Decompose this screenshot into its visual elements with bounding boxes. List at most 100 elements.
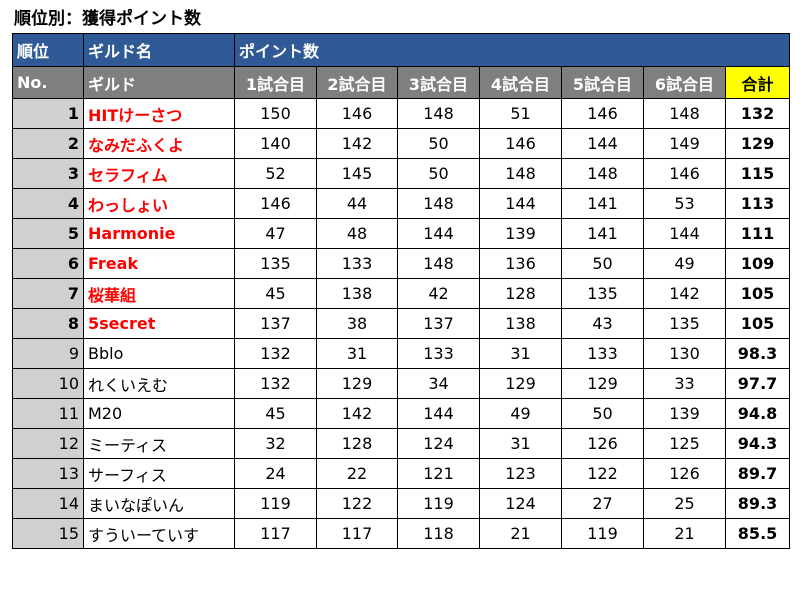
round-2-score-cell: 48: [316, 218, 398, 249]
round-5-score-cell: 119: [561, 518, 644, 549]
round-4-score-cell: 128: [479, 278, 562, 309]
round-1-score-cell: 132: [234, 338, 317, 369]
table-row: 12 ミーティス 32 128 124 31 126 125 94.3: [12, 428, 791, 459]
round-4-score-cell: 31: [479, 338, 562, 369]
round-6-score-cell: 142: [643, 278, 726, 309]
round-2-score-cell: 142: [316, 128, 398, 159]
total-cell: 129: [724, 128, 791, 159]
total-cell: 97.7: [724, 368, 791, 399]
rank-cell: 6: [12, 248, 84, 279]
round-6-score-cell: 149: [643, 128, 726, 159]
guild-name-cell: ミーティス: [83, 428, 235, 459]
round-3-header: 3試合目: [397, 66, 480, 99]
guild-name-cell: すういーていす: [83, 518, 235, 549]
round-6-score-cell: 25: [643, 488, 726, 519]
table-body: 1 HITけーさつ 150 146 148 51 146 148 132 2 なみだふくよ 140 14…: [12, 98, 791, 549]
total-cell: 105: [724, 278, 791, 309]
round-4-score-cell: 21: [479, 518, 562, 549]
round-3-score-cell: 50: [397, 158, 480, 189]
total-cell: 98.3: [724, 338, 791, 369]
round-1-score-cell: 52: [234, 158, 317, 189]
ranking-table: 順位 ギルド名 ポイント数 No. ギルド 1試合目 2試合目 3試合目 4試合…: [12, 33, 791, 549]
round-4-score-cell: 51: [479, 98, 562, 129]
round-3-score-cell: 148: [397, 188, 480, 219]
round-2-score-cell: 133: [316, 248, 398, 279]
round-6-score-cell: 148: [643, 98, 726, 129]
round-2-score-cell: 38: [316, 308, 398, 339]
round-5-score-cell: 135: [561, 278, 644, 309]
guild-name-cell: Harmonie: [83, 218, 235, 249]
table-row: 9 Bblo 132 31 133 31 133 130 98.3: [12, 338, 791, 369]
guild-name-cell: れくいえむ: [83, 368, 235, 399]
rank-cell: 3: [12, 158, 84, 189]
round-6-score-cell: 126: [643, 458, 726, 489]
round-5-score-cell: 27: [561, 488, 644, 519]
round-1-score-cell: 47: [234, 218, 317, 249]
total-cell: 111: [724, 218, 791, 249]
round-1-score-cell: 146: [234, 188, 317, 219]
round-6-score-cell: 139: [643, 398, 726, 429]
round-3-score-cell: 148: [397, 248, 480, 279]
total-cell: 115: [724, 158, 791, 189]
round-5-score-cell: 141: [561, 188, 644, 219]
header-row-2: No. ギルド 1試合目 2試合目 3試合目 4試合目 5試合目 6試合目 合計: [12, 66, 791, 99]
round-4-score-cell: 138: [479, 308, 562, 339]
round-3-score-cell: 118: [397, 518, 480, 549]
round-2-score-cell: 128: [316, 428, 398, 459]
round-6-score-cell: 49: [643, 248, 726, 279]
round-6-score-cell: 146: [643, 158, 726, 189]
round-5-score-cell: 50: [561, 398, 644, 429]
round-1-score-cell: 137: [234, 308, 317, 339]
table-row: 2 なみだふくよ 140 142 50 146 144 149 129: [12, 128, 791, 159]
table-row: 10 れくいえむ 132 129 34 129 129 33 97.7: [12, 368, 791, 399]
round-5-score-cell: 129: [561, 368, 644, 399]
round-2-score-cell: 129: [316, 368, 398, 399]
round-2-score-cell: 146: [316, 98, 398, 129]
total-header: 合計: [724, 66, 791, 99]
round-1-score-cell: 132: [234, 368, 317, 399]
round-4-score-cell: 139: [479, 218, 562, 249]
round-1-score-cell: 140: [234, 128, 317, 159]
table-row: 1 HITけーさつ 150 146 148 51 146 148 132: [12, 98, 791, 129]
round-3-score-cell: 50: [397, 128, 480, 159]
total-cell: 89.3: [724, 488, 791, 519]
table-row: 11 M20 45 142 144 49 50 139 94.8: [12, 398, 791, 429]
table-row: 7 桜華組 45 138 42 128 135 142 105: [12, 278, 791, 309]
guild-name-header: ギルド名: [83, 33, 235, 67]
guild-name-cell: Freak: [83, 248, 235, 279]
round-5-score-cell: 50: [561, 248, 644, 279]
round-6-score-cell: 144: [643, 218, 726, 249]
rank-cell: 10: [12, 368, 84, 399]
round-5-score-cell: 122: [561, 458, 644, 489]
guild-name-cell: 桜華組: [83, 278, 235, 309]
round-3-score-cell: 124: [397, 428, 480, 459]
round-2-score-cell: 145: [316, 158, 398, 189]
rank-cell: 15: [12, 518, 84, 549]
rank-cell: 9: [12, 338, 84, 369]
round-5-score-cell: 141: [561, 218, 644, 249]
round-4-score-cell: 136: [479, 248, 562, 279]
table-row: 13 サーフィス 24 22 121 123 122 126 89.7: [12, 458, 791, 489]
guild-name-cell: HITけーさつ: [83, 98, 235, 129]
total-cell: 113: [724, 188, 791, 219]
total-cell: 94.3: [724, 428, 791, 459]
total-cell: 94.8: [724, 398, 791, 429]
points-header: ポイント数: [233, 33, 791, 67]
round-2-score-cell: 22: [316, 458, 398, 489]
round-1-score-cell: 45: [234, 278, 317, 309]
page-title: 順位別：獲得ポイント数: [14, 9, 201, 29]
total-cell: 89.7: [724, 458, 791, 489]
table-row: 14 まいなぽいん 119 122 119 124 27 25 89.3: [12, 488, 791, 519]
round-4-score-cell: 31: [479, 428, 562, 459]
round-5-score-cell: 43: [561, 308, 644, 339]
round-2-header: 2試合目: [316, 66, 398, 99]
total-cell: 105: [724, 308, 791, 339]
table-row: 6 Freak 135 133 148 136 50 49 109: [12, 248, 791, 279]
round-4-score-cell: 49: [479, 398, 562, 429]
round-4-score-cell: 129: [479, 368, 562, 399]
round-5-score-cell: 133: [561, 338, 644, 369]
round-5-score-cell: 126: [561, 428, 644, 459]
guild-name-cell: サーフィス: [83, 458, 235, 489]
total-cell: 132: [724, 98, 791, 129]
rank-header: 順位: [12, 33, 84, 67]
